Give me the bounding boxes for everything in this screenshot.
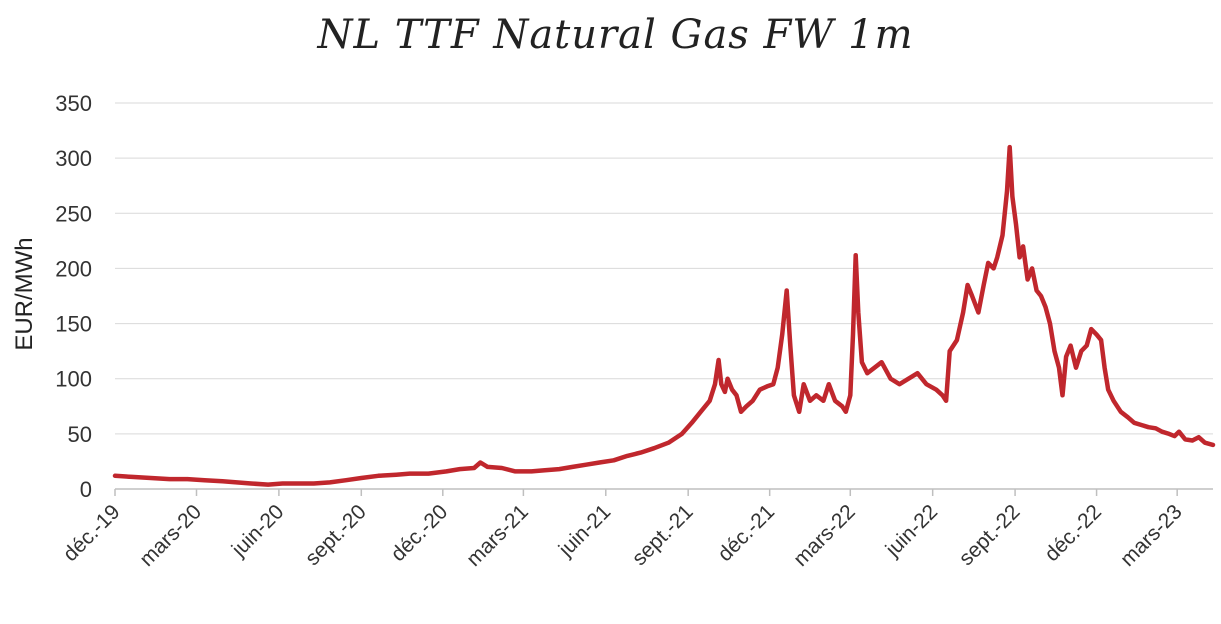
y-tick-label: 250 (55, 201, 92, 226)
x-tick-label: juin-22 (881, 500, 943, 562)
y-tick-label: 50 (68, 422, 92, 447)
x-tick-label: mars-22 (789, 500, 860, 571)
x-tick-label: déc.-20 (387, 500, 453, 566)
y-tick-label: 100 (55, 367, 92, 392)
y-tick-label: 350 (55, 91, 92, 116)
y-tick-label: 150 (55, 312, 92, 337)
x-tick-label: mars-21 (462, 500, 533, 571)
x-tick-label: mars-20 (135, 500, 206, 571)
x-tick-label: mars-23 (1116, 500, 1187, 571)
x-tick-label: juin-21 (554, 500, 616, 562)
x-tick-label: sept.-20 (301, 500, 371, 570)
y-tick-label: 0 (80, 477, 92, 502)
x-tick-label: juin-20 (227, 500, 289, 562)
y-axis-label: EUR/MWh (11, 237, 38, 350)
x-tick-label: déc.-21 (713, 500, 779, 566)
chart-title: NL TTF Natural Gas FW 1m (317, 12, 914, 58)
y-tick-label: 200 (55, 256, 92, 281)
y-tick-label: 300 (55, 146, 92, 171)
x-tick-label: sept.-21 (628, 500, 698, 570)
gridlines (115, 102, 1213, 435)
series-layer (112, 144, 1216, 487)
x-tick-labels: déc.-19 mars-20 juin-20 sept.-20 déc.-20 mars… (59, 500, 1187, 571)
x-tick-label: déc.-19 (59, 500, 125, 566)
x-axis (114, 488, 1213, 496)
y-axis: 0 50 100 150 200 250 300 350 (55, 91, 92, 502)
x-tick-label: déc.-22 (1040, 500, 1106, 566)
series-line (112, 144, 1216, 487)
x-tick-label: sept.-22 (955, 500, 1025, 570)
